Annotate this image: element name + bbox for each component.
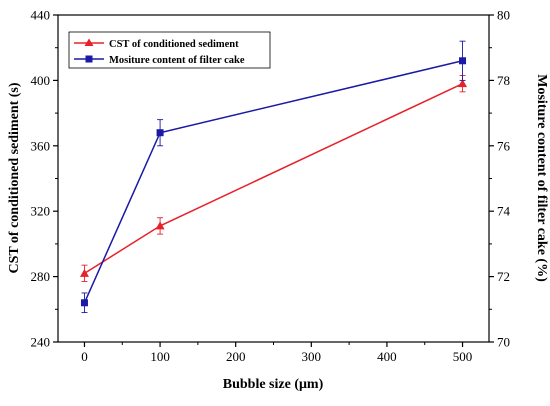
x-tick-label: 300	[302, 349, 322, 364]
legend: CST of conditioned sediment Mositure con…	[68, 31, 271, 69]
data-point-triangle	[79, 268, 89, 277]
data-point-square	[459, 57, 467, 65]
x-axis-title: Bubble size (μm)	[223, 377, 324, 392]
legend-marker-square	[85, 55, 93, 63]
y-right-tick-label: 72	[497, 269, 510, 284]
y-right-axis-title: Mositure content of filter cake (%)	[534, 74, 549, 282]
y-left-tick-label: 400	[31, 73, 51, 88]
x-tick-label: 400	[377, 349, 397, 364]
y-left-tick-label: 360	[31, 138, 51, 153]
y-right-tick-label: 70	[497, 335, 510, 350]
series-line	[84, 82, 463, 274]
x-tick-label: 500	[453, 349, 473, 364]
legend-label-moisture: Mositure content of filter cake	[109, 55, 245, 66]
data-point-square	[80, 299, 88, 307]
series-moisture	[80, 40, 467, 314]
legend-box	[68, 31, 271, 69]
y-left-tick-label: 240	[31, 335, 51, 350]
y-left-axis-title: CST of conditioned sediment (s)	[7, 82, 22, 273]
axis-ticks: 0 100 200 300 400 500 240 280 320 360 400 440 70 72 74…	[31, 8, 511, 365]
y-left-tick-label: 440	[31, 8, 51, 23]
y-left-tick-label: 280	[31, 269, 51, 284]
data-series	[79, 40, 468, 314]
x-tick-label: 200	[226, 349, 246, 364]
y-right-tick-label: 78	[497, 73, 510, 88]
y-right-tick-label: 80	[497, 8, 510, 23]
series-line	[83, 60, 463, 304]
legend-label-cst: CST of conditioned sediment	[109, 39, 239, 50]
data-point-square	[156, 129, 164, 137]
x-tick-label: 0	[81, 349, 88, 364]
data-point-triangle	[458, 79, 468, 88]
legend-marker-triangle	[84, 38, 94, 46]
y-left-tick-label: 320	[31, 204, 51, 219]
y-right-tick-label: 74	[497, 204, 511, 219]
y-right-tick-label: 76	[497, 138, 511, 153]
x-tick-label: 100	[150, 349, 170, 364]
data-point-triangle	[155, 221, 165, 230]
